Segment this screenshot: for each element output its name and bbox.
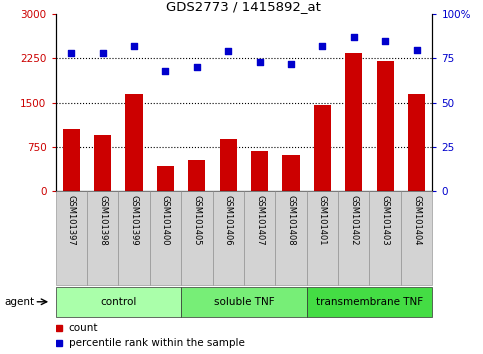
Point xyxy=(99,50,107,56)
Bar xyxy=(307,191,338,285)
Text: transmembrane TNF: transmembrane TNF xyxy=(316,297,423,307)
Point xyxy=(68,50,75,56)
Text: percentile rank within the sample: percentile rank within the sample xyxy=(69,338,244,348)
Bar xyxy=(307,287,432,317)
Bar xyxy=(56,191,87,285)
Text: soluble TNF: soluble TNF xyxy=(213,297,274,307)
Point xyxy=(256,59,264,65)
Text: GSM101397: GSM101397 xyxy=(67,195,76,246)
Bar xyxy=(157,166,174,191)
Bar xyxy=(118,191,150,285)
Bar xyxy=(87,191,118,285)
Bar xyxy=(283,155,299,191)
Text: GSM101401: GSM101401 xyxy=(318,195,327,245)
Text: GSM101400: GSM101400 xyxy=(161,195,170,245)
Bar xyxy=(56,287,181,317)
Text: GSM101406: GSM101406 xyxy=(224,195,233,246)
Point xyxy=(130,43,138,49)
Bar xyxy=(377,61,394,191)
Point xyxy=(224,48,232,54)
Bar xyxy=(401,191,432,285)
Bar xyxy=(188,160,205,191)
Text: agent: agent xyxy=(4,297,35,307)
Text: GSM101403: GSM101403 xyxy=(381,195,390,246)
Point xyxy=(319,43,327,49)
Bar xyxy=(63,129,80,191)
Bar xyxy=(408,94,425,191)
Text: GSM101405: GSM101405 xyxy=(192,195,201,245)
Text: control: control xyxy=(100,297,137,307)
Bar xyxy=(345,52,362,191)
Point xyxy=(350,34,357,40)
Point xyxy=(412,47,420,52)
Bar xyxy=(181,287,307,317)
Text: GSM101402: GSM101402 xyxy=(349,195,358,245)
Text: GSM101408: GSM101408 xyxy=(286,195,296,246)
Point xyxy=(287,61,295,67)
Bar xyxy=(181,191,213,285)
Bar xyxy=(126,94,142,191)
Bar xyxy=(150,191,181,285)
Bar xyxy=(244,191,275,285)
Bar xyxy=(275,191,307,285)
Text: count: count xyxy=(69,322,98,332)
Text: GSM101398: GSM101398 xyxy=(98,195,107,246)
Point xyxy=(193,64,201,70)
Text: GSM101404: GSM101404 xyxy=(412,195,421,245)
Point xyxy=(382,38,389,44)
Bar xyxy=(338,191,369,285)
Text: GSM101399: GSM101399 xyxy=(129,195,139,246)
Bar xyxy=(220,139,237,191)
Text: GSM101407: GSM101407 xyxy=(255,195,264,246)
Bar xyxy=(314,105,331,191)
Bar xyxy=(251,151,268,191)
Point xyxy=(161,68,170,74)
Bar xyxy=(369,191,401,285)
Title: GDS2773 / 1415892_at: GDS2773 / 1415892_at xyxy=(167,0,321,13)
Bar xyxy=(213,191,244,285)
Bar xyxy=(94,135,111,191)
